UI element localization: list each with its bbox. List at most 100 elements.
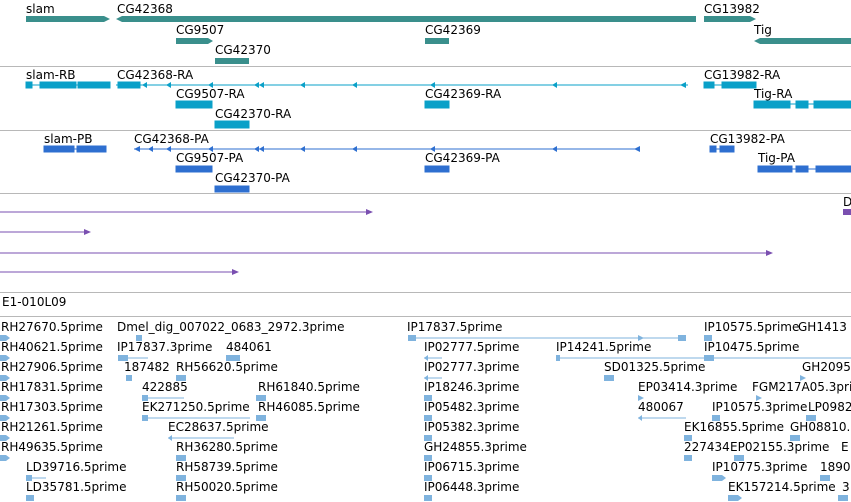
transcript-glyph-CG42370-RA[interactable]	[214, 120, 250, 129]
est-label[interactable]: EK157214.5prime	[728, 480, 836, 494]
est-label[interactable]: IP05382.3prime	[424, 420, 520, 434]
est-label[interactable]: IP10475.5prime	[704, 340, 800, 354]
est-label[interactable]: 3	[842, 480, 850, 494]
est-label[interactable]: EP03414.3prime	[638, 380, 738, 394]
transcript-label-CG9507-RA[interactable]: CG9507-RA	[176, 87, 245, 101]
est-label[interactable]: RH27670.5prime	[1, 320, 103, 334]
gene-glyph-CG42368[interactable]	[116, 16, 696, 22]
est-label[interactable]: EP02155.3prime	[730, 440, 830, 454]
est-label[interactable]: RH61840.5prime	[258, 380, 360, 394]
gene-glyph-CG13982[interactable]	[704, 16, 756, 22]
est-label[interactable]: IP05482.3prime	[424, 400, 520, 414]
transcript-label-CG42370-RA[interactable]: CG42370-RA	[215, 107, 292, 121]
est-label[interactable]: IP10575.3prime	[712, 400, 808, 414]
est-label[interactable]: GH1413	[798, 320, 847, 334]
est-label[interactable]: E	[841, 440, 849, 454]
est-label[interactable]: LD39716.5prime	[26, 460, 127, 474]
protein-label-CG9507-PA[interactable]: CG9507-PA	[176, 151, 244, 165]
est-label[interactable]: 1890	[820, 460, 851, 474]
alignment-track	[0, 209, 851, 275]
gene-label-CG13982[interactable]: CG13982	[704, 2, 760, 16]
gene-glyph-CG42369[interactable]	[425, 38, 449, 44]
est-label[interactable]: RH46085.5prime	[258, 400, 360, 414]
transcript-label-slam-RB[interactable]: slam-RB	[26, 68, 76, 82]
est-label[interactable]: RH49635.5prime	[1, 440, 103, 454]
est-label[interactable]: RH27906.5prime	[1, 360, 103, 374]
transcript-glyph-CG42369-RA[interactable]	[424, 100, 450, 109]
est-label[interactable]: GH24855.3prime	[424, 440, 527, 454]
gene-label-slam[interactable]: slam	[26, 2, 55, 16]
est-label[interactable]: GH2095	[802, 360, 851, 374]
gene-label-CG42370[interactable]: CG42370	[215, 43, 271, 57]
est-label[interactable]: IP02777.3prime	[424, 360, 520, 374]
protein-label-CG13982-PA[interactable]: CG13982-PA	[710, 132, 785, 146]
est-label[interactable]: Dmel_dig_007022_0683_2972.3prime	[117, 320, 345, 334]
est-label[interactable]: GH08810.	[790, 420, 851, 434]
est-label[interactable]: LP0982	[808, 400, 851, 414]
est-label[interactable]: EC28637.5prime	[168, 420, 269, 434]
gene-glyph-Tig[interactable]	[754, 38, 851, 44]
est-label[interactable]: LD35781.5prime	[26, 480, 127, 494]
transcript-label-CG42368-RA[interactable]: CG42368-RA	[117, 68, 194, 82]
gene-label-Tig[interactable]: Tig	[754, 23, 772, 37]
gene-glyph-CG9507[interactable]	[176, 38, 213, 44]
est-label[interactable]: 187482	[124, 360, 170, 374]
est-label[interactable]: IP18246.3prime	[424, 380, 520, 394]
gene-glyph-slam[interactable]	[26, 16, 110, 22]
gene-glyph-CG42370[interactable]	[215, 58, 249, 64]
est-label[interactable]: RH17303.5prime	[1, 400, 103, 414]
protein-label-CG42369-PA[interactable]: CG42369-PA	[425, 151, 500, 165]
protein-label-slam-PB[interactable]: slam-PB	[44, 132, 93, 146]
est-label[interactable]: SD01325.5prime	[604, 360, 706, 374]
est-label[interactable]: FGM217A05.3prime	[752, 380, 851, 394]
est-label[interactable]: 227434	[684, 440, 730, 454]
gene-label-CG9507[interactable]: CG9507	[176, 23, 225, 37]
track-separator	[0, 292, 851, 293]
est-label[interactable]: RH40621.5prime	[1, 340, 103, 354]
est-label[interactable]: RH17831.5prime	[1, 380, 103, 394]
alignment-edge-label[interactable]: D	[843, 195, 851, 209]
est-label[interactable]: EK271250.5prime	[142, 400, 250, 414]
est-label[interactable]: RH21261.5prime	[1, 420, 103, 434]
est-label[interactable]: RH50020.5prime	[176, 480, 278, 494]
est-label[interactable]: IP17837.3prime	[117, 340, 213, 354]
transcript-label-CG42369-RA[interactable]: CG42369-RA	[425, 87, 502, 101]
est-label[interactable]: IP10775.3prime	[712, 460, 808, 474]
alignment-block[interactable]	[843, 209, 851, 215]
gene-label-CG42369[interactable]: CG42369	[425, 23, 481, 37]
est-label[interactable]: 422885	[142, 380, 188, 394]
protein-label-CG42370-PA[interactable]: CG42370-PA	[215, 171, 290, 185]
transcript-label-CG13982-RA[interactable]: CG13982-RA	[704, 68, 781, 82]
protein-glyph-CG42370-PA[interactable]	[214, 185, 250, 193]
est-label[interactable]: RH36280.5prime	[176, 440, 278, 454]
est-label[interactable]: 480067	[638, 400, 684, 414]
est-label[interactable]: IP10575.5prime	[704, 320, 800, 334]
gene-track	[26, 16, 851, 64]
est-label[interactable]: IP06448.3prime	[424, 480, 520, 494]
transcript-glyph-CG42368-RA[interactable]	[117, 81, 141, 89]
transcript-label-Tig-RA[interactable]: Tig-RA	[754, 87, 793, 101]
transcript-glyph-CG13982-RA[interactable]	[703, 81, 715, 89]
gene-label-CG42368[interactable]: CG42368	[117, 2, 173, 16]
protein-glyph-slam-PB[interactable]	[43, 145, 75, 153]
transcript-glyph-slam-RB[interactable]	[25, 81, 33, 89]
est-label[interactable]: RH56620.5prime	[176, 360, 278, 374]
est-label[interactable]: RH58739.5prime	[176, 460, 278, 474]
transcript-glyph-Tig-RA[interactable]	[753, 100, 791, 109]
protein-glyph-CG42368-PA[interactable]	[134, 146, 140, 152]
est-label[interactable]: 484061	[226, 340, 272, 354]
est-label[interactable]: EK16855.5prime	[684, 420, 785, 434]
est-label[interactable]: IP14241.5prime	[556, 340, 652, 354]
protein-glyph-CG42369-PA[interactable]	[424, 165, 450, 173]
est-label[interactable]: IP02777.5prime	[424, 340, 520, 354]
est-label[interactable]: IP17837.5prime	[407, 320, 503, 334]
est-label[interactable]: IP06715.3prime	[424, 460, 520, 474]
protein-label-Tig-PA[interactable]: Tig-PA	[758, 151, 795, 165]
protein-glyph-Tig-PA[interactable]	[757, 165, 793, 173]
protein-label-CG42368-PA[interactable]: CG42368-PA	[134, 132, 209, 146]
transcript-glyph-CG9507-RA[interactable]	[175, 100, 213, 109]
protein-glyph-CG13982-PA[interactable]	[709, 145, 717, 153]
clone-label[interactable]: E1-010L09	[2, 295, 67, 309]
protein-glyph-CG9507-PA[interactable]	[175, 165, 213, 173]
